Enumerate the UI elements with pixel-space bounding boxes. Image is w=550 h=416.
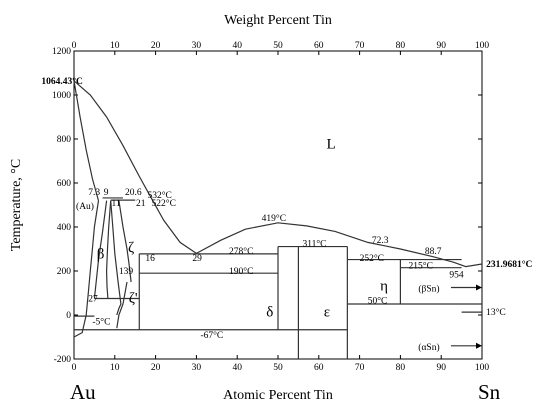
y-tick-label: 800 — [57, 135, 72, 145]
annotation-label: 252°C — [360, 253, 384, 264]
top-tick-label: 20 — [151, 41, 161, 51]
annotation-label: 88.7 — [425, 247, 442, 257]
phase-label: ζ' — [129, 290, 138, 306]
y-tick-label: -200 — [54, 355, 72, 365]
boundary-liquidus-mid — [196, 222, 483, 268]
annotations: 1064.43°C 7.3 9 20.6 532°C (Au) 11 21 522°C 419°C… — [41, 76, 532, 353]
annotation-label: 9 — [104, 188, 109, 198]
x-tick-label: 10 — [110, 363, 120, 373]
x-tick-label: 0 — [72, 363, 77, 373]
annotation-label: 278°C — [229, 246, 253, 257]
boundary-liquidus-au — [73, 80, 197, 254]
annotation-label: 7.3 — [88, 188, 100, 198]
phase-label: ζ — [128, 240, 134, 256]
annotation-label: 72.3 — [372, 236, 389, 246]
annotation-label: 311°C — [302, 239, 326, 250]
annotation-label: (Au) — [76, 201, 94, 212]
annotation-label: 21 — [136, 199, 146, 209]
left-element-label: Au — [70, 380, 96, 404]
x-tick-label: 30 — [192, 363, 202, 373]
phase-label: β — [97, 246, 105, 262]
x-tick-label: 80 — [396, 363, 406, 373]
annotation-label: 419°C — [262, 213, 286, 224]
y-tick-label: 400 — [57, 223, 72, 233]
top-tick-label: 30 — [192, 41, 202, 51]
x-tick-label: 70 — [355, 363, 365, 373]
annotation-label: 20.6 — [125, 188, 142, 198]
phase-label: ε — [324, 305, 330, 321]
annotation-label: 11 — [112, 199, 121, 209]
y-axis-title: Temperature, °C — [9, 159, 24, 251]
phase-label: η — [380, 278, 388, 294]
top-axis-title: Weight Percent Tin — [224, 13, 332, 28]
annotation-label: 231.9681°C — [486, 259, 532, 270]
arrow-label: (αSn) — [418, 342, 439, 353]
annotation-label: -5°C — [92, 317, 110, 328]
arrow-label: (βSn) — [418, 284, 439, 295]
annotation-label: 13°C — [486, 307, 506, 318]
y-tick-label: 0 — [66, 311, 71, 321]
annotation-label: 532°C — [147, 190, 171, 201]
annotation-label: 29 — [192, 254, 202, 264]
phase-label: δ — [266, 305, 273, 321]
x-tick-label: 50 — [273, 363, 283, 373]
boundary-zeta-right — [118, 200, 132, 283]
x-tick-label: 100 — [475, 363, 490, 373]
annotation-label: 954 — [449, 271, 464, 281]
phase-boundaries — [73, 80, 483, 359]
phase-label: L — [326, 136, 335, 152]
top-tick-label: 50 — [273, 41, 283, 51]
x-tick-label: 20 — [151, 363, 161, 373]
annotation-label: -67°C — [200, 330, 223, 341]
top-tick-label: 80 — [396, 41, 406, 51]
top-tick-label: 40 — [232, 41, 242, 51]
boundary-beta-left — [93, 200, 108, 299]
x-tick-label: 40 — [232, 363, 242, 373]
annotation-label: 1064.43°C — [41, 76, 83, 87]
x-tick-label: 60 — [314, 363, 324, 373]
top-tick-label: 100 — [475, 41, 490, 51]
ticks: 0 10 20 30 40 50 60 70 80 90 1000 10 20 30 40 50 60 70 80 9… — [52, 41, 489, 373]
annotation-label: 50°C — [368, 296, 388, 307]
y-tick-label: 200 — [57, 267, 72, 277]
annotation-label: 190°C — [229, 266, 253, 277]
top-tick-label: 70 — [355, 41, 365, 51]
right-element-label: Sn — [478, 380, 501, 404]
boundary-zeta-prime-left — [116, 281, 128, 329]
annotation-label: 522°C — [152, 198, 176, 209]
arrow-head — [476, 342, 482, 349]
annotation-label: 139 — [119, 267, 134, 277]
x-tick-label: 90 — [436, 363, 446, 373]
top-tick-label: 0 — [72, 41, 77, 51]
y-tick-label: 1000 — [52, 91, 71, 101]
annotation-label: 215°C — [409, 261, 433, 272]
x-axis-title: Atomic Percent Tin — [223, 388, 333, 403]
top-tick-label: 60 — [314, 41, 324, 51]
y-tick-label: 1200 — [52, 47, 71, 57]
boundary-solidus-au — [73, 80, 100, 201]
boundary-beta-right — [105, 200, 112, 299]
top-tick-label: 10 — [110, 41, 120, 51]
boundary-zeta-left — [110, 200, 122, 316]
annotation-label: 27 — [88, 295, 98, 305]
annotation-label: 16 — [145, 254, 155, 264]
top-tick-label: 90 — [436, 41, 446, 51]
y-tick-label: 600 — [57, 179, 72, 189]
arrow-head — [476, 284, 482, 291]
